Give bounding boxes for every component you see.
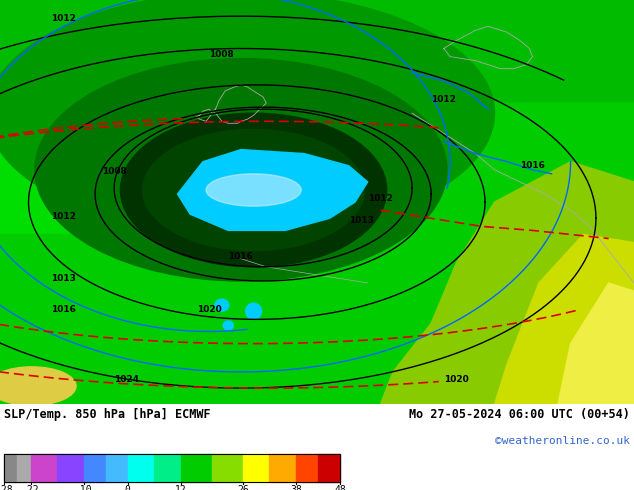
Ellipse shape — [206, 174, 301, 206]
Bar — [318, 454, 340, 482]
Bar — [4, 454, 17, 482]
Polygon shape — [380, 162, 634, 404]
Ellipse shape — [120, 113, 387, 267]
Text: 1012: 1012 — [51, 212, 76, 221]
Text: 1013: 1013 — [349, 216, 374, 225]
Text: 1016: 1016 — [51, 305, 76, 314]
Ellipse shape — [223, 321, 233, 330]
Text: 1008: 1008 — [101, 167, 127, 176]
Ellipse shape — [246, 303, 262, 319]
Bar — [154, 454, 181, 482]
Ellipse shape — [35, 59, 447, 281]
Text: 1008: 1008 — [209, 50, 235, 59]
Text: ©weatheronline.co.uk: ©weatheronline.co.uk — [495, 436, 630, 446]
Text: 1012: 1012 — [51, 14, 76, 23]
Text: 1016: 1016 — [228, 252, 254, 261]
Bar — [269, 454, 296, 482]
Bar — [243, 454, 269, 482]
Bar — [84, 454, 106, 482]
Text: 1020: 1020 — [197, 305, 222, 314]
Text: -28: -28 — [0, 485, 13, 490]
Text: 48: 48 — [334, 485, 346, 490]
Bar — [0, 0, 634, 101]
Bar — [57, 454, 84, 482]
Text: 1012: 1012 — [368, 194, 393, 202]
Bar — [0, 235, 634, 404]
Text: 1012: 1012 — [431, 95, 456, 103]
Text: 1016: 1016 — [520, 161, 545, 170]
Bar — [0, 251, 51, 404]
Ellipse shape — [215, 299, 229, 311]
Ellipse shape — [0, 367, 76, 405]
Text: 12: 12 — [175, 485, 187, 490]
Bar — [296, 454, 318, 482]
Text: SLP/Temp. 850 hPa [hPa] ECMWF: SLP/Temp. 850 hPa [hPa] ECMWF — [4, 408, 210, 421]
Ellipse shape — [143, 129, 365, 250]
Polygon shape — [178, 149, 368, 230]
Bar — [128, 454, 154, 482]
Bar — [106, 454, 128, 482]
Bar — [181, 454, 212, 482]
Ellipse shape — [0, 0, 495, 235]
Text: 38: 38 — [290, 485, 302, 490]
Text: -10: -10 — [75, 485, 93, 490]
Polygon shape — [558, 283, 634, 404]
Text: 1013: 1013 — [51, 274, 76, 283]
Text: 1024: 1024 — [114, 375, 139, 385]
Bar — [212, 454, 243, 482]
Text: -22: -22 — [22, 485, 39, 490]
Text: 0: 0 — [125, 485, 131, 490]
Bar — [17, 454, 30, 482]
Text: 1020: 1020 — [444, 375, 469, 385]
Polygon shape — [495, 235, 634, 404]
Bar — [368, 101, 634, 404]
Text: Mo 27-05-2024 06:00 UTC (00+54): Mo 27-05-2024 06:00 UTC (00+54) — [409, 408, 630, 421]
Text: 26: 26 — [237, 485, 249, 490]
Bar — [30, 454, 57, 482]
Bar — [4, 454, 340, 482]
